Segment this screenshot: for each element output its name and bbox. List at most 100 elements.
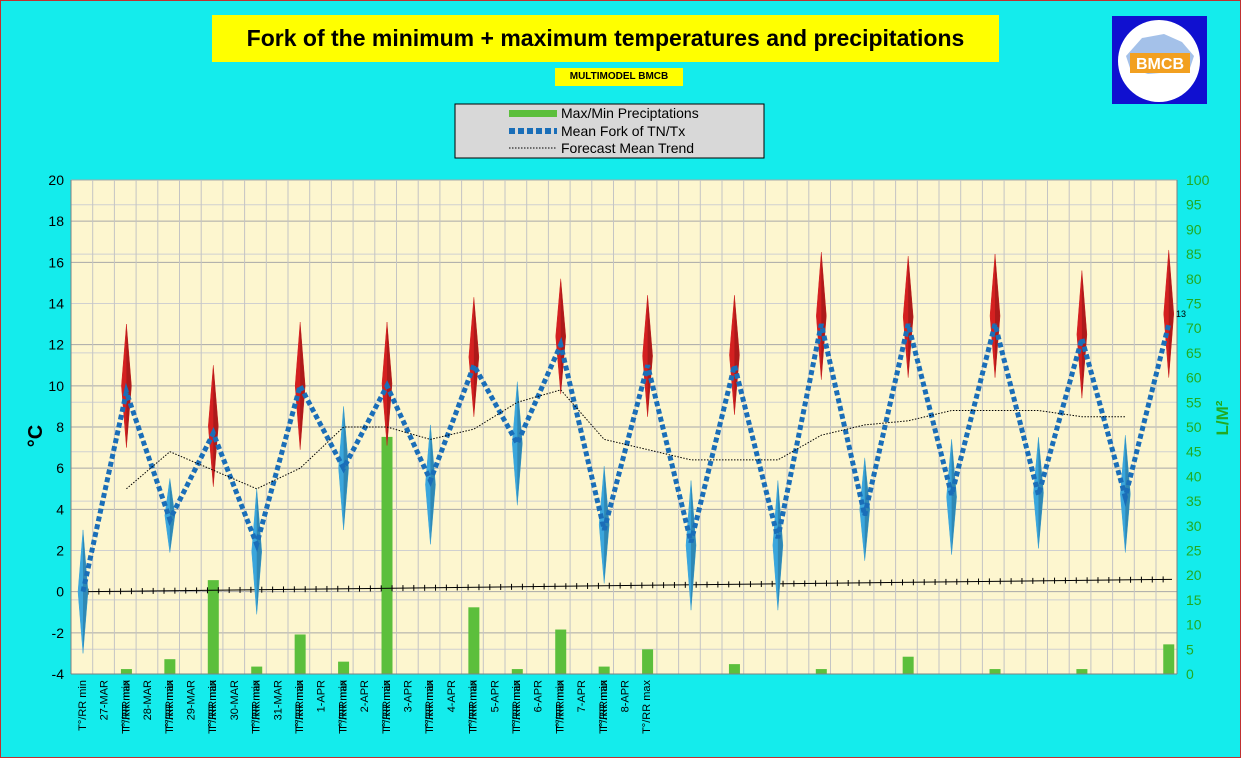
y-tick-label: 20: [48, 172, 64, 188]
x-tick-label: T°/RR min: [164, 680, 176, 731]
tmax-range-marker: [294, 322, 306, 450]
y-right-tick-label: 60: [1186, 370, 1202, 386]
precip-bar: [989, 669, 1001, 674]
y-tick-label: 8: [56, 419, 64, 435]
x-tick-label: 6-APR: [533, 680, 545, 712]
y-right-tick-label: 45: [1186, 444, 1202, 460]
legend-label-precip: Max/Min Preciptations: [561, 105, 699, 121]
y-axis-left-ticks: -4 -2 0 2 4 6 8 10 12 14 16 18 20: [48, 172, 64, 682]
y-right-tick-label: 35: [1186, 493, 1202, 509]
series-lines: [80, 323, 1172, 593]
chart-subtitle: MULTIMODEL BMCB: [555, 68, 683, 86]
x-tick-label: 27-MAR: [99, 680, 111, 720]
tmin-range-marker-shade: [777, 480, 783, 611]
precip-bar: [468, 607, 480, 674]
x-tick-label: 8-APR: [620, 680, 632, 712]
legend-label-mean-fork: Mean Fork of TN/Tx: [561, 123, 685, 139]
precip-bar: [642, 649, 654, 674]
x-tick-label: T°/RR max: [381, 680, 393, 734]
y-right-tick-label: 50: [1186, 419, 1202, 435]
x-tick-label: T°/RR min: [598, 680, 610, 731]
y-right-tick-label: 75: [1186, 296, 1202, 312]
x-tick-label: T°/RR max: [511, 680, 523, 734]
y-tick-label: -2: [52, 625, 65, 641]
x-tick-label: T°/RR min: [337, 680, 349, 731]
y-right-tick-label: 95: [1186, 197, 1202, 213]
x-tick-label: T°/RR min: [424, 680, 436, 731]
legend: Max/Min Preciptations Mean Fork of TN/Tx…: [454, 103, 765, 159]
precip-bar: [338, 661, 350, 674]
bmcb-logo: BMCB: [1112, 16, 1207, 104]
x-tick-label: T°/RR max: [337, 680, 349, 734]
tmax-range-marker: [468, 297, 480, 417]
precip-bar: [1076, 669, 1088, 674]
y-tick-label: 14: [48, 296, 64, 312]
x-tick-label: T°/RR max: [207, 680, 219, 734]
tmin-range-marker-shade: [604, 466, 610, 584]
tmax-range-marker-shade: [213, 365, 219, 487]
x-tick-label: T°/RR max: [468, 680, 480, 734]
precip-bar: [251, 666, 263, 674]
y-tick-label: 4: [56, 501, 64, 517]
y-tick-label: 0: [56, 584, 64, 600]
tmax-range-marker-shade: [1081, 270, 1087, 399]
tmax-range-marker: [1163, 249, 1175, 378]
y-tick-label: 12: [48, 337, 64, 353]
x-tick-label: 3-APR: [403, 680, 415, 712]
tmin-range-marker-shade: [517, 381, 523, 506]
x-tick-label: 31-MAR: [272, 680, 284, 720]
legend-swatch-precip: [509, 110, 557, 117]
x-tick-label: T°/RR max: [554, 680, 566, 734]
gridlines: [70, 179, 1177, 675]
x-tick-label: T°/RR min: [554, 680, 566, 731]
tmin-range-marker-shade: [430, 424, 436, 545]
precip-bar: [728, 664, 740, 674]
x-tick-label: T°/RR min: [77, 680, 89, 731]
precip-bar: [511, 669, 523, 674]
x-tick-label: T°/RR max: [294, 680, 306, 734]
y-right-tick-label: 10: [1186, 617, 1202, 633]
x-tick-label: 28-MAR: [142, 680, 154, 720]
precip-bar: [120, 669, 132, 674]
y-right-tick-label: 30: [1186, 518, 1202, 534]
x-tick-label: T°/RR min: [294, 680, 306, 731]
precip-bar: [1163, 644, 1175, 674]
logo-text: BMCB: [1136, 56, 1184, 73]
y-right-tick-label: 5: [1186, 641, 1194, 657]
y-axis-right-ticks: 0 5 10 15 20 25 30 35 40 45 50 55 60 65 70 75 80 85 90 95 10…: [1186, 172, 1210, 682]
x-tick-label: T°/RR min: [511, 680, 523, 731]
tmin-range-marker-shade: [864, 457, 870, 561]
tmax-range-marker-shade: [126, 324, 132, 448]
chart-title: Fork of the minimum + maximum temperatur…: [212, 15, 999, 62]
precip-bar: [555, 629, 567, 674]
legend-box: [454, 103, 765, 159]
precip-bars: [120, 436, 1175, 674]
forecast-trend-line: [126, 389, 1126, 490]
y-right-tick-label: 0: [1186, 666, 1194, 682]
y-tick-label: 6: [56, 460, 64, 476]
tmax-range-marker: [642, 295, 653, 417]
x-tick-label: T°/RR max: [424, 680, 436, 734]
y-right-tick-label: 25: [1186, 543, 1202, 559]
precip-bar: [598, 666, 610, 674]
x-tick-label: T°/RR max: [251, 680, 263, 734]
precip-bar: [815, 669, 827, 674]
precip-bar: [294, 634, 306, 674]
lower-trend-line: [87, 576, 1173, 595]
x-tick-label: T°/RR min: [251, 680, 263, 731]
x-tick-label: T°/RR min: [468, 680, 480, 731]
x-tick-label: T°/RR min: [120, 680, 132, 731]
y-tick-label: 10: [48, 378, 64, 394]
logo-image: BMCB: [1118, 20, 1200, 102]
tmax-range-marker-shade: [908, 256, 914, 378]
tmin-range-marker-shade: [1125, 435, 1131, 553]
x-tick-label: 7-APR: [576, 680, 588, 712]
x-tick-label: T°/RR max: [598, 680, 610, 734]
x-tick-label: T°/RR min: [207, 680, 219, 731]
precip-bar: [207, 580, 219, 674]
y-axis-left-label: °C: [25, 425, 47, 447]
x-tick-label: 5-APR: [489, 680, 501, 712]
legend-label-trend: Forecast Mean Trend: [561, 140, 694, 156]
tmax-range-marker: [902, 256, 914, 378]
